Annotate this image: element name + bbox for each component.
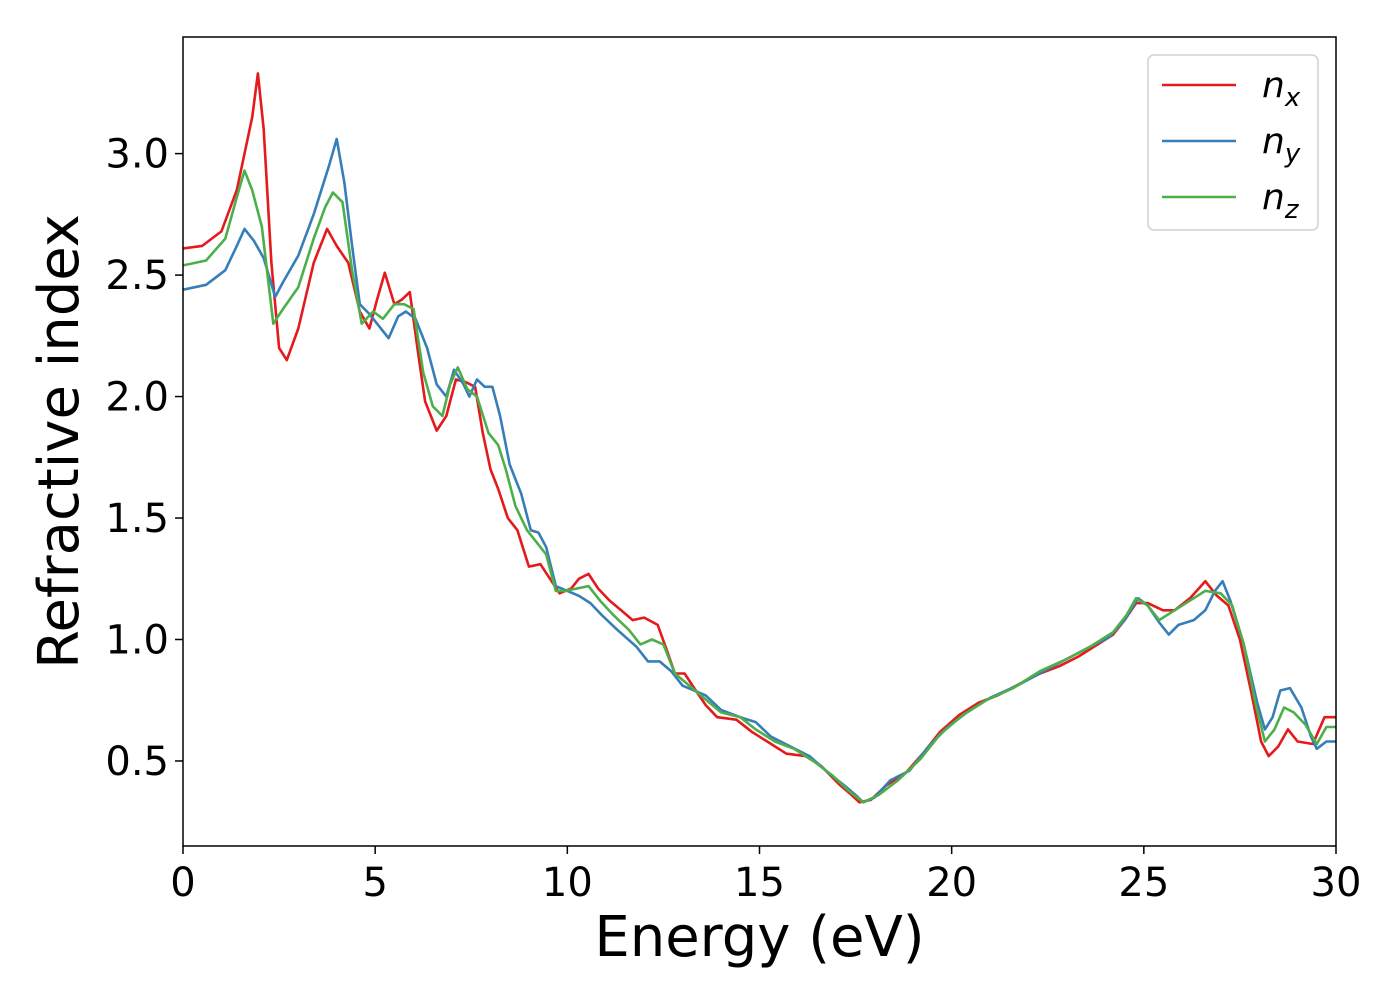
legend-entry-nz: nz	[1262, 177, 1300, 225]
legend-entry-base: n	[1262, 121, 1285, 162]
x-tick-label: 5	[362, 860, 387, 906]
series-line-nz	[183, 169, 1336, 804]
series-line-ny	[183, 137, 1336, 804]
y-axis-label: Refractive index	[27, 214, 92, 669]
x-tick-label: 10	[542, 860, 593, 906]
legend-entry-subscript: z	[1284, 195, 1300, 225]
x-tick-label: 25	[1118, 860, 1169, 906]
legend-entry-base: n	[1262, 65, 1285, 106]
x-axis-label: Energy (eV)	[594, 905, 924, 970]
y-tick-label: 1.5	[105, 496, 169, 542]
y-tick-label: 2.5	[105, 253, 169, 299]
y-tick-label: 1.0	[105, 617, 169, 663]
legend-entry-nx: nx	[1262, 65, 1301, 113]
legend-entry-subscript: x	[1284, 83, 1301, 113]
x-axis-ticks: 0 5 10 15 20 25 30	[170, 846, 1361, 906]
y-tick-label: 2.0	[105, 375, 169, 421]
y-tick-label: 3.0	[105, 132, 169, 178]
legend-entry-ny: ny	[1262, 121, 1301, 169]
y-axis-ticks: 0.5 1.0 1.5 2.0 2.5 3.0	[105, 132, 183, 785]
x-tick-label: 0	[170, 860, 195, 906]
y-tick-label: 0.5	[105, 739, 169, 785]
legend-entry-base: n	[1262, 177, 1285, 218]
x-tick-label: 20	[926, 860, 977, 906]
x-tick-label: 30	[1311, 860, 1362, 906]
legend-entry-subscript: y	[1284, 139, 1301, 169]
legend-box	[1147, 54, 1319, 231]
x-tick-label: 15	[734, 860, 785, 906]
series-layer	[183, 72, 1336, 804]
